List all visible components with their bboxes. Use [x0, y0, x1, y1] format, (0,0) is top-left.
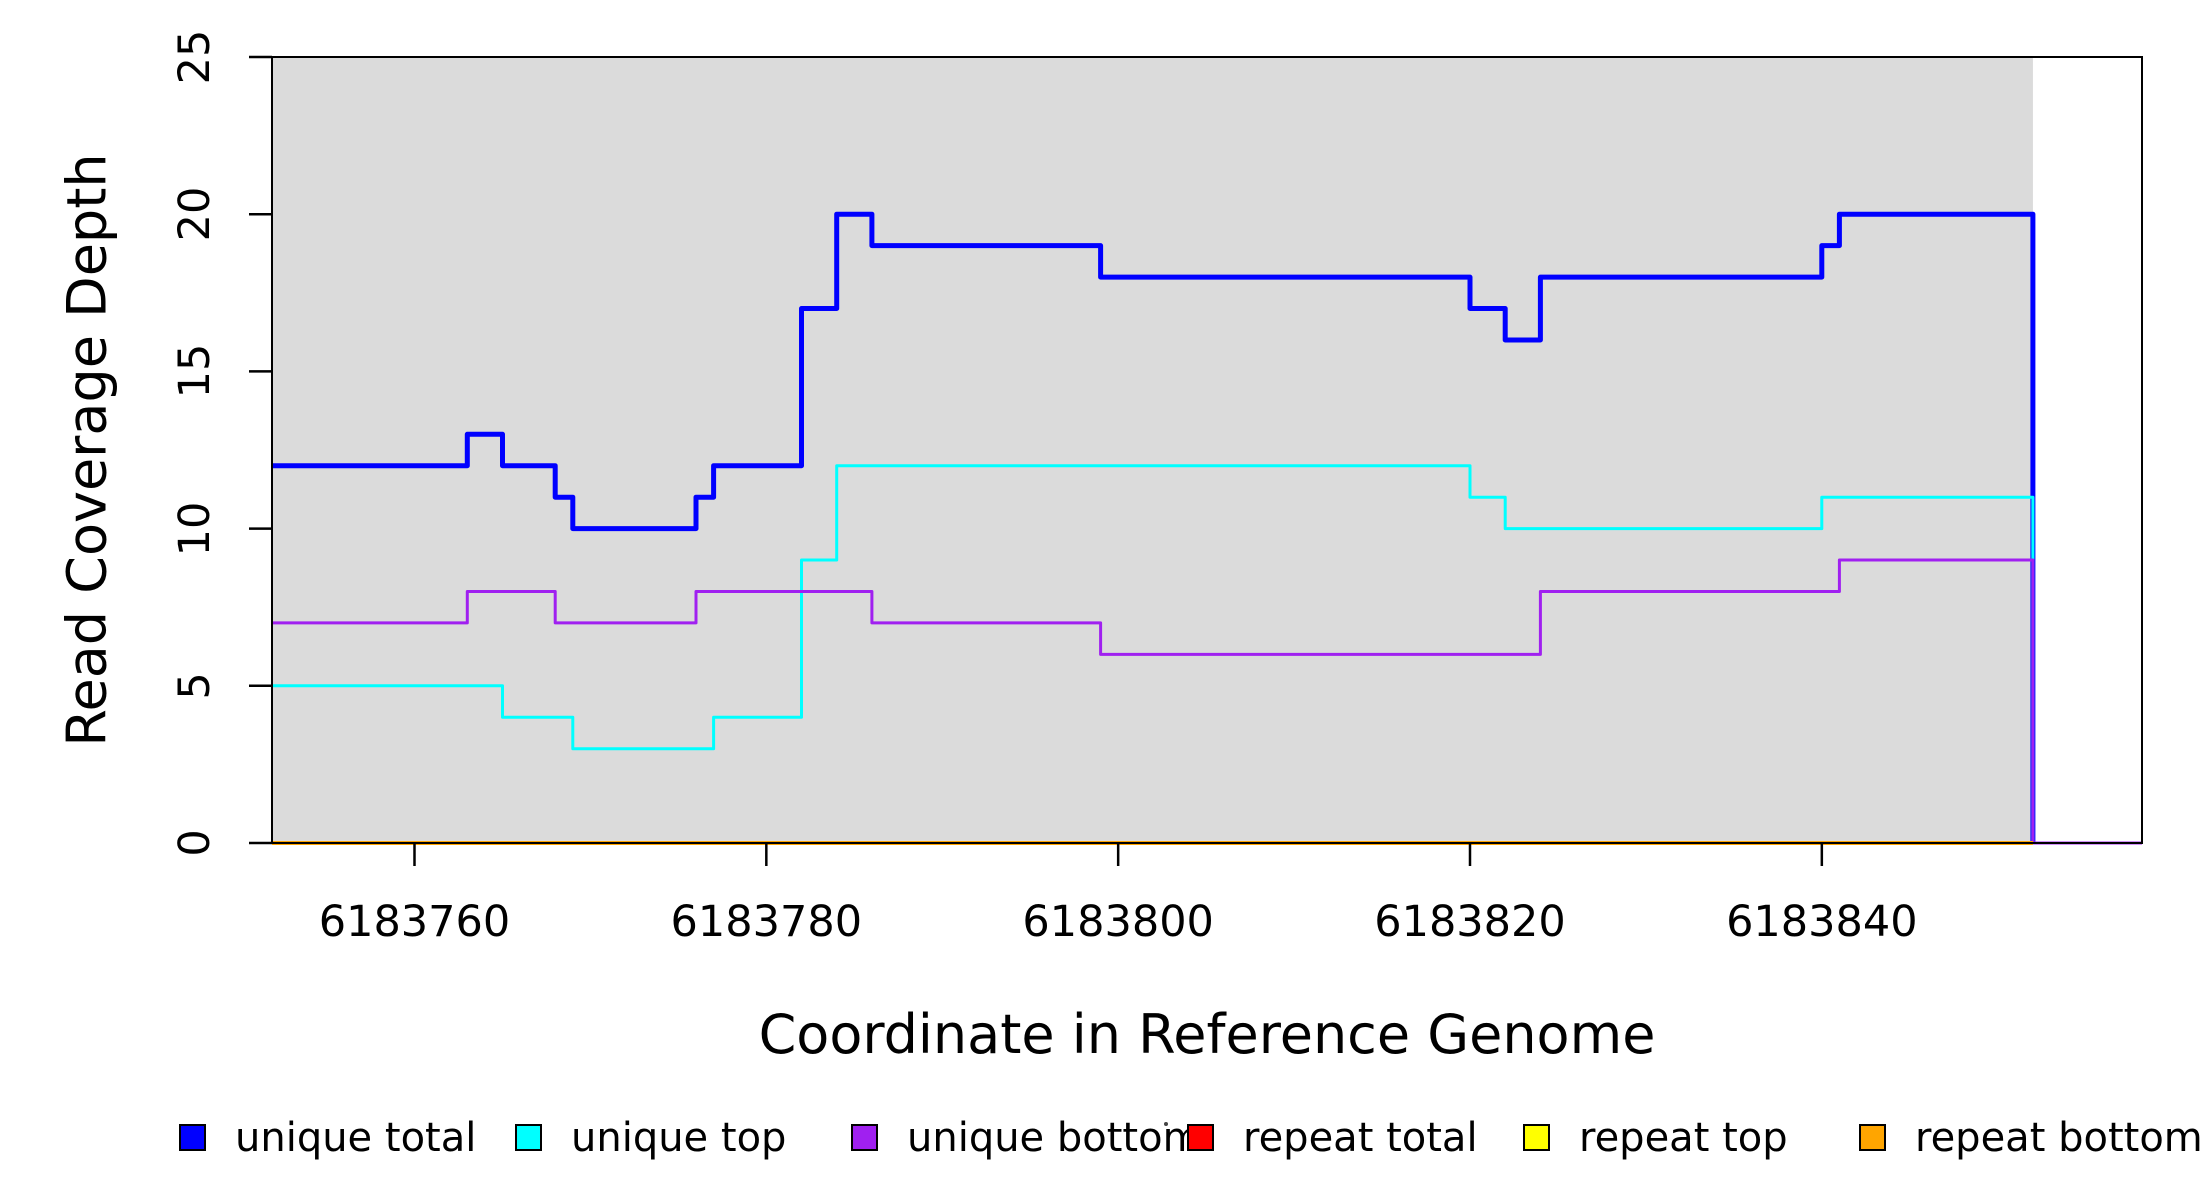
- legend-entry-unique-bottom: unique bottom: [851, 1115, 1202, 1161]
- x-tick-label: 6183840: [1726, 897, 1918, 947]
- repeat-total-swatch-icon: [1187, 1124, 1214, 1151]
- repeat-bottom-swatch-icon: [1859, 1124, 1886, 1151]
- legend-label: repeat total: [1243, 1114, 1478, 1161]
- repeat-top-swatch-icon: [1523, 1124, 1550, 1151]
- legend-label: repeat top: [1579, 1114, 1788, 1161]
- y-axis-title: Read Coverage Depth: [55, 153, 119, 747]
- x-tick-label: 6183780: [670, 897, 863, 947]
- y-tick-label: 25: [170, 29, 220, 85]
- y-tick-label: 20: [170, 186, 220, 242]
- y-tick-label: 15: [170, 344, 220, 399]
- legend-entry-unique-top: unique top: [515, 1115, 786, 1161]
- unique-bottom-swatch-icon: [851, 1124, 878, 1151]
- y-tick-label: 5: [170, 672, 220, 700]
- x-tick-label: 6183760: [318, 897, 511, 947]
- unique-total-swatch-icon: [179, 1124, 206, 1151]
- x-tick-label: 6183820: [1374, 897, 1566, 947]
- legend-entry-repeat-bottom: repeat bottom: [1859, 1115, 2200, 1161]
- legend-label: unique total: [235, 1114, 477, 1161]
- y-tick-label: 0: [170, 829, 220, 857]
- x-axis-title: Coordinate in Reference Genome: [758, 1003, 1656, 1066]
- unique-top-swatch-icon: [515, 1124, 542, 1151]
- legend-label: unique top: [571, 1114, 787, 1161]
- legend-entry-unique-total: unique total: [179, 1115, 476, 1161]
- legend-label: repeat bottom: [1915, 1114, 2200, 1161]
- y-tick-label: 10: [170, 501, 220, 556]
- legend-label: unique bottom: [907, 1114, 1202, 1161]
- legend-entry-repeat-total: repeat total: [1187, 1115, 1478, 1161]
- x-tick-label: 6183800: [1022, 897, 1214, 947]
- legend-entry-repeat-top: repeat top: [1523, 1115, 1788, 1161]
- stray-mark-dot: [1164, 1122, 1168, 1126]
